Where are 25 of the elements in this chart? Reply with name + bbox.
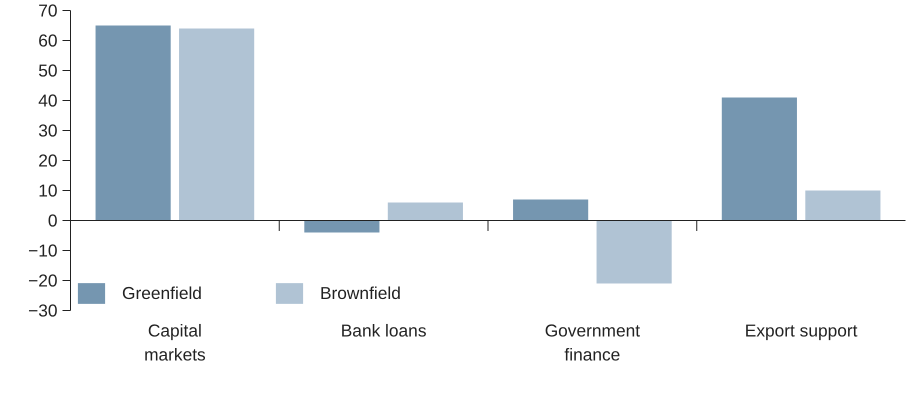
y-tick-label: −20 <box>28 270 58 290</box>
y-tick-label: 50 <box>38 60 58 80</box>
bar <box>179 28 254 220</box>
y-tick-label: 60 <box>38 30 58 50</box>
bar <box>304 220 380 232</box>
x-tick-label: Government finance <box>544 320 640 364</box>
y-tick-label: 20 <box>38 150 58 170</box>
x-tick-label: Bank loans <box>340 320 427 340</box>
y-tick-label: 40 <box>38 90 58 110</box>
x-tick-label: Capital markets <box>144 320 206 364</box>
legend-label: Brownfield <box>320 282 401 304</box>
bar <box>388 202 463 220</box>
y-tick-label: −10 <box>28 240 58 260</box>
y-tick-label: 0 <box>48 210 58 230</box>
bar <box>722 98 797 220</box>
bar <box>96 26 171 220</box>
legend-label: Greenfield <box>122 282 202 304</box>
y-tick-label: −30 <box>28 300 58 320</box>
y-tick-label: 70 <box>38 0 58 20</box>
bar <box>805 190 880 220</box>
bar <box>596 220 672 284</box>
y-tick-label: 30 <box>38 120 58 140</box>
y-tick-label: 10 <box>38 180 58 200</box>
bar <box>513 200 588 220</box>
x-tick-label: Export support <box>744 320 858 340</box>
